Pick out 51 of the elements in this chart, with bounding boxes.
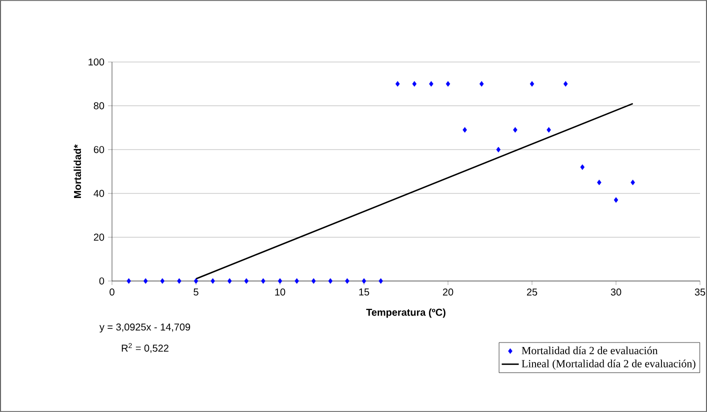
y-tick-label: 100 (88, 58, 104, 66)
point (614, 197, 618, 203)
x-tick-label: 20 (442, 288, 454, 296)
x-axis-title: Temperatura (ºC) (366, 308, 446, 318)
point (378, 278, 383, 284)
x-tick-label: 30 (610, 288, 622, 296)
point (546, 127, 551, 133)
y-tick-label: 0 (99, 277, 104, 285)
point (244, 278, 249, 284)
point (479, 81, 484, 87)
text: y = 3,0925x - 14,709 (99, 323, 190, 333)
point (194, 278, 198, 284)
point (563, 81, 568, 87)
legend-label: Mortalidad día 2 de evaluación (522, 346, 658, 354)
x-tick-label: 25 (526, 288, 538, 296)
x-tick-label: 15 (359, 288, 370, 296)
point (429, 81, 434, 87)
x-tick-label: 35 (694, 288, 706, 296)
y-tick-label: 20 (94, 234, 104, 241)
y-tick-label: 60 (94, 146, 104, 154)
point (328, 278, 333, 284)
point (126, 278, 131, 284)
y-axis-title: Mortalidad* (74, 144, 82, 198)
point (446, 81, 450, 87)
point (530, 81, 534, 87)
y-tick-label: 80 (94, 102, 104, 110)
point (597, 180, 602, 186)
point (630, 180, 635, 186)
point (311, 278, 316, 284)
point (345, 278, 350, 284)
point (227, 278, 232, 284)
point (362, 278, 366, 284)
legend-label: Lineal (Mortalidad día 2 de evaluación) (522, 360, 696, 370)
point (462, 127, 467, 133)
point (261, 278, 266, 284)
point (496, 146, 501, 152)
point (160, 278, 165, 284)
point (412, 81, 417, 87)
point (294, 278, 299, 284)
x-tick-label: 10 (275, 288, 286, 296)
text: R$^{2}$ = 0,522 (122, 343, 168, 353)
y-tick-label: 40 (94, 190, 104, 197)
point (513, 127, 518, 133)
x-tick-label: 5 (194, 288, 198, 296)
point (143, 278, 148, 284)
point (177, 278, 182, 284)
point (395, 81, 400, 87)
x-tick-label: 0 (110, 288, 114, 296)
point (278, 278, 282, 284)
point (210, 278, 215, 284)
point (580, 164, 585, 170)
